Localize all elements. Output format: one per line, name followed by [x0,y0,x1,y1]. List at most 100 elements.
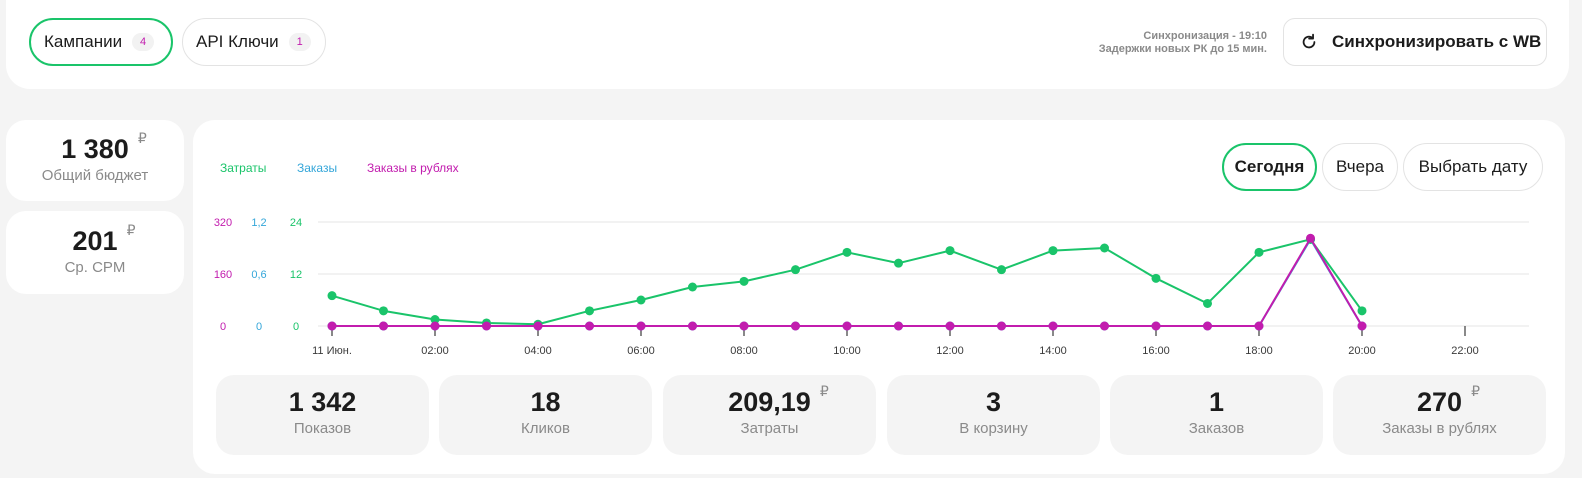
tab-campaigns[interactable]: Кампании 4 [29,18,173,66]
data-point-costs [636,295,646,305]
data-point-orders_rub [894,321,903,331]
y-tick-label-costs: 24 [290,217,302,229]
y-tick-label-costs: 0 [293,321,299,333]
ruble-icon: ₽ [1471,383,1481,399]
tab-api-keys[interactable]: API Ключи 1 [182,18,326,66]
data-point-orders_rub [997,321,1006,331]
stat-orders: 1 Заказов [1110,375,1323,455]
stat-avg-cpm: 201 ₽ Ср. CPM [6,211,184,294]
y-tick-label-orders: 0,6 [251,269,266,281]
y-tick-label-orders_rub: 320 [214,217,232,229]
data-point-orders_rub [379,321,388,331]
stat-value: 18 [530,387,561,417]
sync-wb-label: Синхронизировать с WB [1332,32,1542,51]
data-point-orders_rub [1203,321,1212,331]
stat-label: Кликов [521,420,570,437]
data-point-orders_rub [430,321,440,331]
sync-info: Синхронизация - 19:10 Задержки новых РК … [1099,30,1267,56]
stat-costs: 209,19 ₽ Затраты [663,375,876,455]
line-chart: 0 160 320 0 0,6 1,2 0 12 24 11 Июн. 02:00 04:00 06:0… [214,217,1529,357]
tab-campaigns-label: Кампании [44,32,123,51]
stat-label: Заказов [1188,420,1245,437]
data-point-orders_rub [791,321,800,331]
x-tick-label: 20:00 [1348,345,1376,357]
ruble-icon: ₽ [126,222,136,238]
x-tick-label: 11 Июн. [312,345,352,357]
y-tick-label-costs: 12 [290,269,302,281]
x-tick-label: 06:00 [627,345,655,357]
period-yesterday-button[interactable]: Вчера [1322,143,1398,191]
y-tick-label-orders: 0 [256,321,262,333]
stat-label: Ср. CPM [64,259,126,276]
stat-value: 201 [72,226,118,256]
stat-value: 1 [1208,387,1225,417]
data-point-orders_rub [1151,321,1161,331]
data-point-costs [739,276,749,286]
data-point-costs [688,282,697,292]
period-today-button[interactable]: Сегодня [1222,143,1317,191]
x-tick-label: 02:00 [421,345,449,357]
stat-value: 209,19 [728,387,811,417]
data-point-orders_rub [688,321,697,331]
x-tick-label: 08:00 [730,345,758,357]
x-tick-label: 04:00 [524,345,552,357]
tab-api-keys-count: 1 [288,33,311,51]
stat-total-budget: 1 380 ₽ Общий бюджет [6,120,184,201]
y-tick-label-orders_rub: 0 [220,321,226,333]
x-tick-label: 16:00 [1142,345,1170,357]
y-tick-label-orders_rub: 160 [214,269,232,281]
data-point-costs [379,306,388,316]
stat-label: В корзину [959,420,1028,437]
stat-label: Заказы в рублях [1382,420,1497,437]
stat-clicks: 18 Кликов [439,375,652,455]
period-pick-date-button[interactable]: Выбрать дату [1403,143,1543,191]
stat-impressions: 1 342 Показов [216,375,429,455]
data-point-orders_rub [945,321,955,331]
data-point-costs [791,265,800,275]
data-point-orders_rub [327,321,337,331]
legend-orders-rub[interactable]: Заказы в рублях [367,161,459,175]
stat-orders-rub: 270 ₽ Заказы в рублях [1333,375,1546,455]
data-point-costs [1048,246,1058,256]
x-tick-label: 10:00 [833,345,861,357]
data-point-costs [945,246,955,256]
data-point-costs [327,291,337,301]
stat-value: 1 342 [288,387,357,417]
y-tick-label-orders: 1,2 [251,217,266,229]
x-tick-label: 22:00 [1451,345,1479,357]
data-point-orders_rub [636,321,646,331]
data-point-orders_rub [739,321,749,331]
refresh-icon [1302,33,1316,49]
data-point-orders_rub [842,321,852,331]
data-point-orders_rub [1306,233,1315,243]
stats-card: Затраты Заказы Заказы в рублях Сегодня В… [193,120,1565,474]
sync-delay-note: Задержки новых РК до 15 мин. [1098,43,1267,55]
tab-api-keys-label: API Ключи [196,32,279,51]
data-point-orders_rub [1100,321,1109,331]
sync-time: Синхронизация - 19:10 [1143,30,1267,42]
legend-costs[interactable]: Затраты [220,161,267,175]
data-point-orders_rub [482,321,491,331]
stat-label: Общий бюджет [41,167,149,184]
data-point-costs [585,306,594,316]
data-point-orders_rub [585,321,594,331]
legend-orders[interactable]: Заказы [297,161,338,175]
x-tick-label: 12:00 [936,345,964,357]
data-point-costs [1100,243,1109,253]
sync-wb-button[interactable]: Синхронизировать с WB [1283,18,1547,66]
stat-value: 1 380 [61,134,129,164]
stat-add-to-cart: 3 В корзину [887,375,1100,455]
data-point-orders_rub [1048,321,1058,331]
data-point-costs [842,247,852,257]
data-point-costs [430,315,440,324]
ruble-icon: ₽ [819,383,829,399]
ruble-icon: ₽ [137,130,147,146]
data-point-costs [1254,247,1264,257]
stat-value: 3 [985,387,1002,417]
data-point-costs [997,265,1006,275]
data-point-orders_rub [1254,321,1264,331]
x-tick-label: 18:00 [1245,345,1273,357]
data-point-orders_rub [533,321,543,331]
tab-campaigns-count: 4 [132,33,155,51]
data-point-costs [1203,298,1212,308]
